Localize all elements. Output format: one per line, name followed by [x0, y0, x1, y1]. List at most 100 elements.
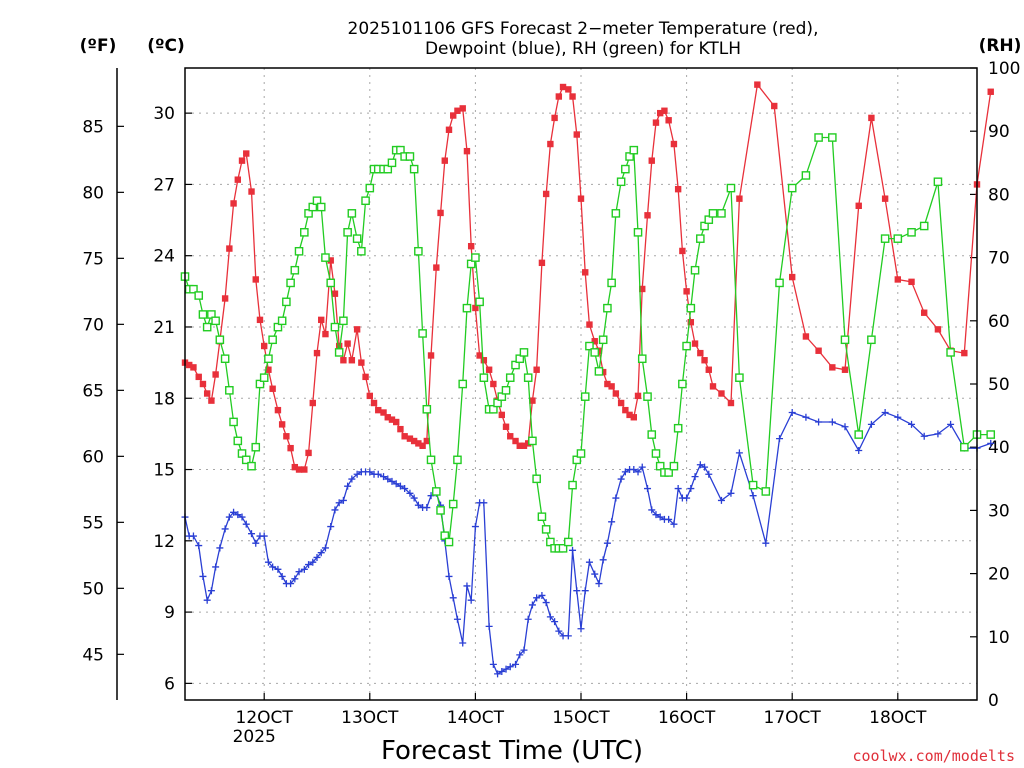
data-point-temp [639, 285, 646, 293]
data-point-temp [295, 466, 303, 473]
data-point-rh [611, 209, 621, 218]
data-point-dewpoint [199, 572, 207, 580]
data-point-dewpoint [855, 447, 863, 455]
data-point-temp [529, 397, 536, 404]
data-point-temp [327, 257, 334, 264]
data-point-temp [665, 117, 672, 124]
data-point-rh [532, 474, 541, 484]
data-point-rh [594, 367, 604, 376]
data-point-temp [423, 437, 431, 445]
data-point-temp [301, 466, 308, 473]
data-point-temp [472, 304, 479, 312]
data-point-dewpoint [384, 475, 392, 483]
data-point-dewpoint [388, 477, 396, 485]
data-point-dewpoint [987, 439, 995, 447]
data-point-dewpoint [506, 663, 514, 671]
data-point-temp [441, 157, 448, 164]
data-point-temp [507, 433, 514, 440]
data-point-dewpoint [230, 508, 238, 516]
data-point-temp [366, 392, 373, 400]
plot-frame [184, 67, 978, 701]
data-point-dewpoint [274, 565, 282, 573]
data-point-rh [475, 297, 484, 307]
data-point-rh [580, 392, 590, 401]
data-point-temp [278, 421, 286, 428]
data-point-temp [569, 93, 576, 100]
c-tick-label-30: 30 [153, 104, 175, 124]
data-point-dewpoint [225, 513, 233, 521]
data-point-temp [256, 316, 264, 324]
data-point-rh [462, 303, 472, 313]
data-point-temp [512, 437, 519, 445]
data-point-rh [418, 329, 427, 338]
data-point-dewpoint [410, 494, 418, 502]
data-point-temp [427, 352, 435, 359]
data-point-dewpoint [947, 420, 955, 428]
x-tick-label-16oct: 16OCT [658, 708, 716, 728]
data-point-temp [612, 390, 620, 397]
data-point-temp [454, 107, 461, 114]
data-point-rh [607, 278, 616, 288]
data-point-dewpoint [449, 594, 457, 602]
data-point-rh [907, 228, 916, 237]
data-point-dewpoint [317, 549, 325, 557]
data-point-rh [409, 164, 419, 174]
f-tick-label-85: 85 [82, 117, 104, 137]
data-point-temp [789, 273, 796, 281]
data-point-dewpoint [445, 572, 453, 580]
data-point-dewpoint [595, 580, 603, 588]
c-tick-label-12: 12 [153, 532, 175, 552]
data-point-temp [516, 442, 523, 449]
data-point-temp [243, 150, 250, 157]
data-point-dewpoint [555, 627, 563, 635]
x-axis-ticks: 12OCT 13OCT 14OCT 15OCT 16OCT 17OCT 18OC… [236, 693, 927, 728]
data-point-dewpoint [300, 565, 308, 573]
data-point-dewpoint [313, 553, 321, 561]
data-point-rh [775, 278, 784, 288]
data-point-rh [651, 449, 661, 458]
data-point-dewpoint [617, 475, 625, 483]
data-point-rh [215, 335, 225, 345]
data-point-temp [555, 93, 563, 100]
data-point-rh [840, 335, 850, 345]
rh-axis-label: (RH) [979, 36, 1022, 56]
data-point-rh [422, 404, 432, 414]
data-point-dewpoint [569, 546, 577, 554]
data-point-rh [960, 442, 969, 452]
data-point-rh [801, 171, 811, 180]
rh-tick-label-0: 0 [988, 691, 999, 711]
data-point-dewpoint [894, 413, 902, 421]
f-tick-label-75: 75 [82, 249, 104, 269]
celsius-axis-label: (ºC) [147, 36, 185, 56]
data-point-dewpoint [516, 651, 524, 659]
data-point-temp [269, 385, 276, 392]
data-point-dewpoint [696, 461, 704, 469]
data-point-rh [867, 335, 876, 345]
data-point-rh [828, 133, 837, 142]
data-point-temp [199, 380, 207, 388]
data-point-rh [664, 468, 673, 477]
data-point-dewpoint [291, 575, 299, 583]
data-point-temp [582, 269, 589, 276]
data-point-rh [357, 246, 366, 256]
data-point-temp [393, 418, 400, 426]
data-point-temp [573, 131, 580, 138]
data-point-temp [221, 295, 229, 302]
data-point-rh [339, 316, 348, 326]
data-point-temp [340, 357, 347, 364]
data-point-rh [505, 373, 515, 382]
data-point-temp [358, 359, 365, 366]
data-point-rh [405, 152, 415, 161]
data-point-temp [287, 444, 294, 452]
data-point-dewpoint [644, 485, 652, 493]
data-point-temp [674, 185, 682, 193]
c-tick-label-21: 21 [153, 318, 175, 338]
data-point-dewpoint [665, 515, 673, 523]
fahrenheit-axis-label: (ºF) [80, 36, 117, 56]
data-point-rh [387, 158, 397, 168]
series-temp [181, 81, 994, 473]
data-point-rh [678, 379, 687, 389]
data-point-rh [558, 544, 568, 553]
data-point-temp [661, 107, 668, 114]
data-point-dewpoint [480, 499, 488, 507]
